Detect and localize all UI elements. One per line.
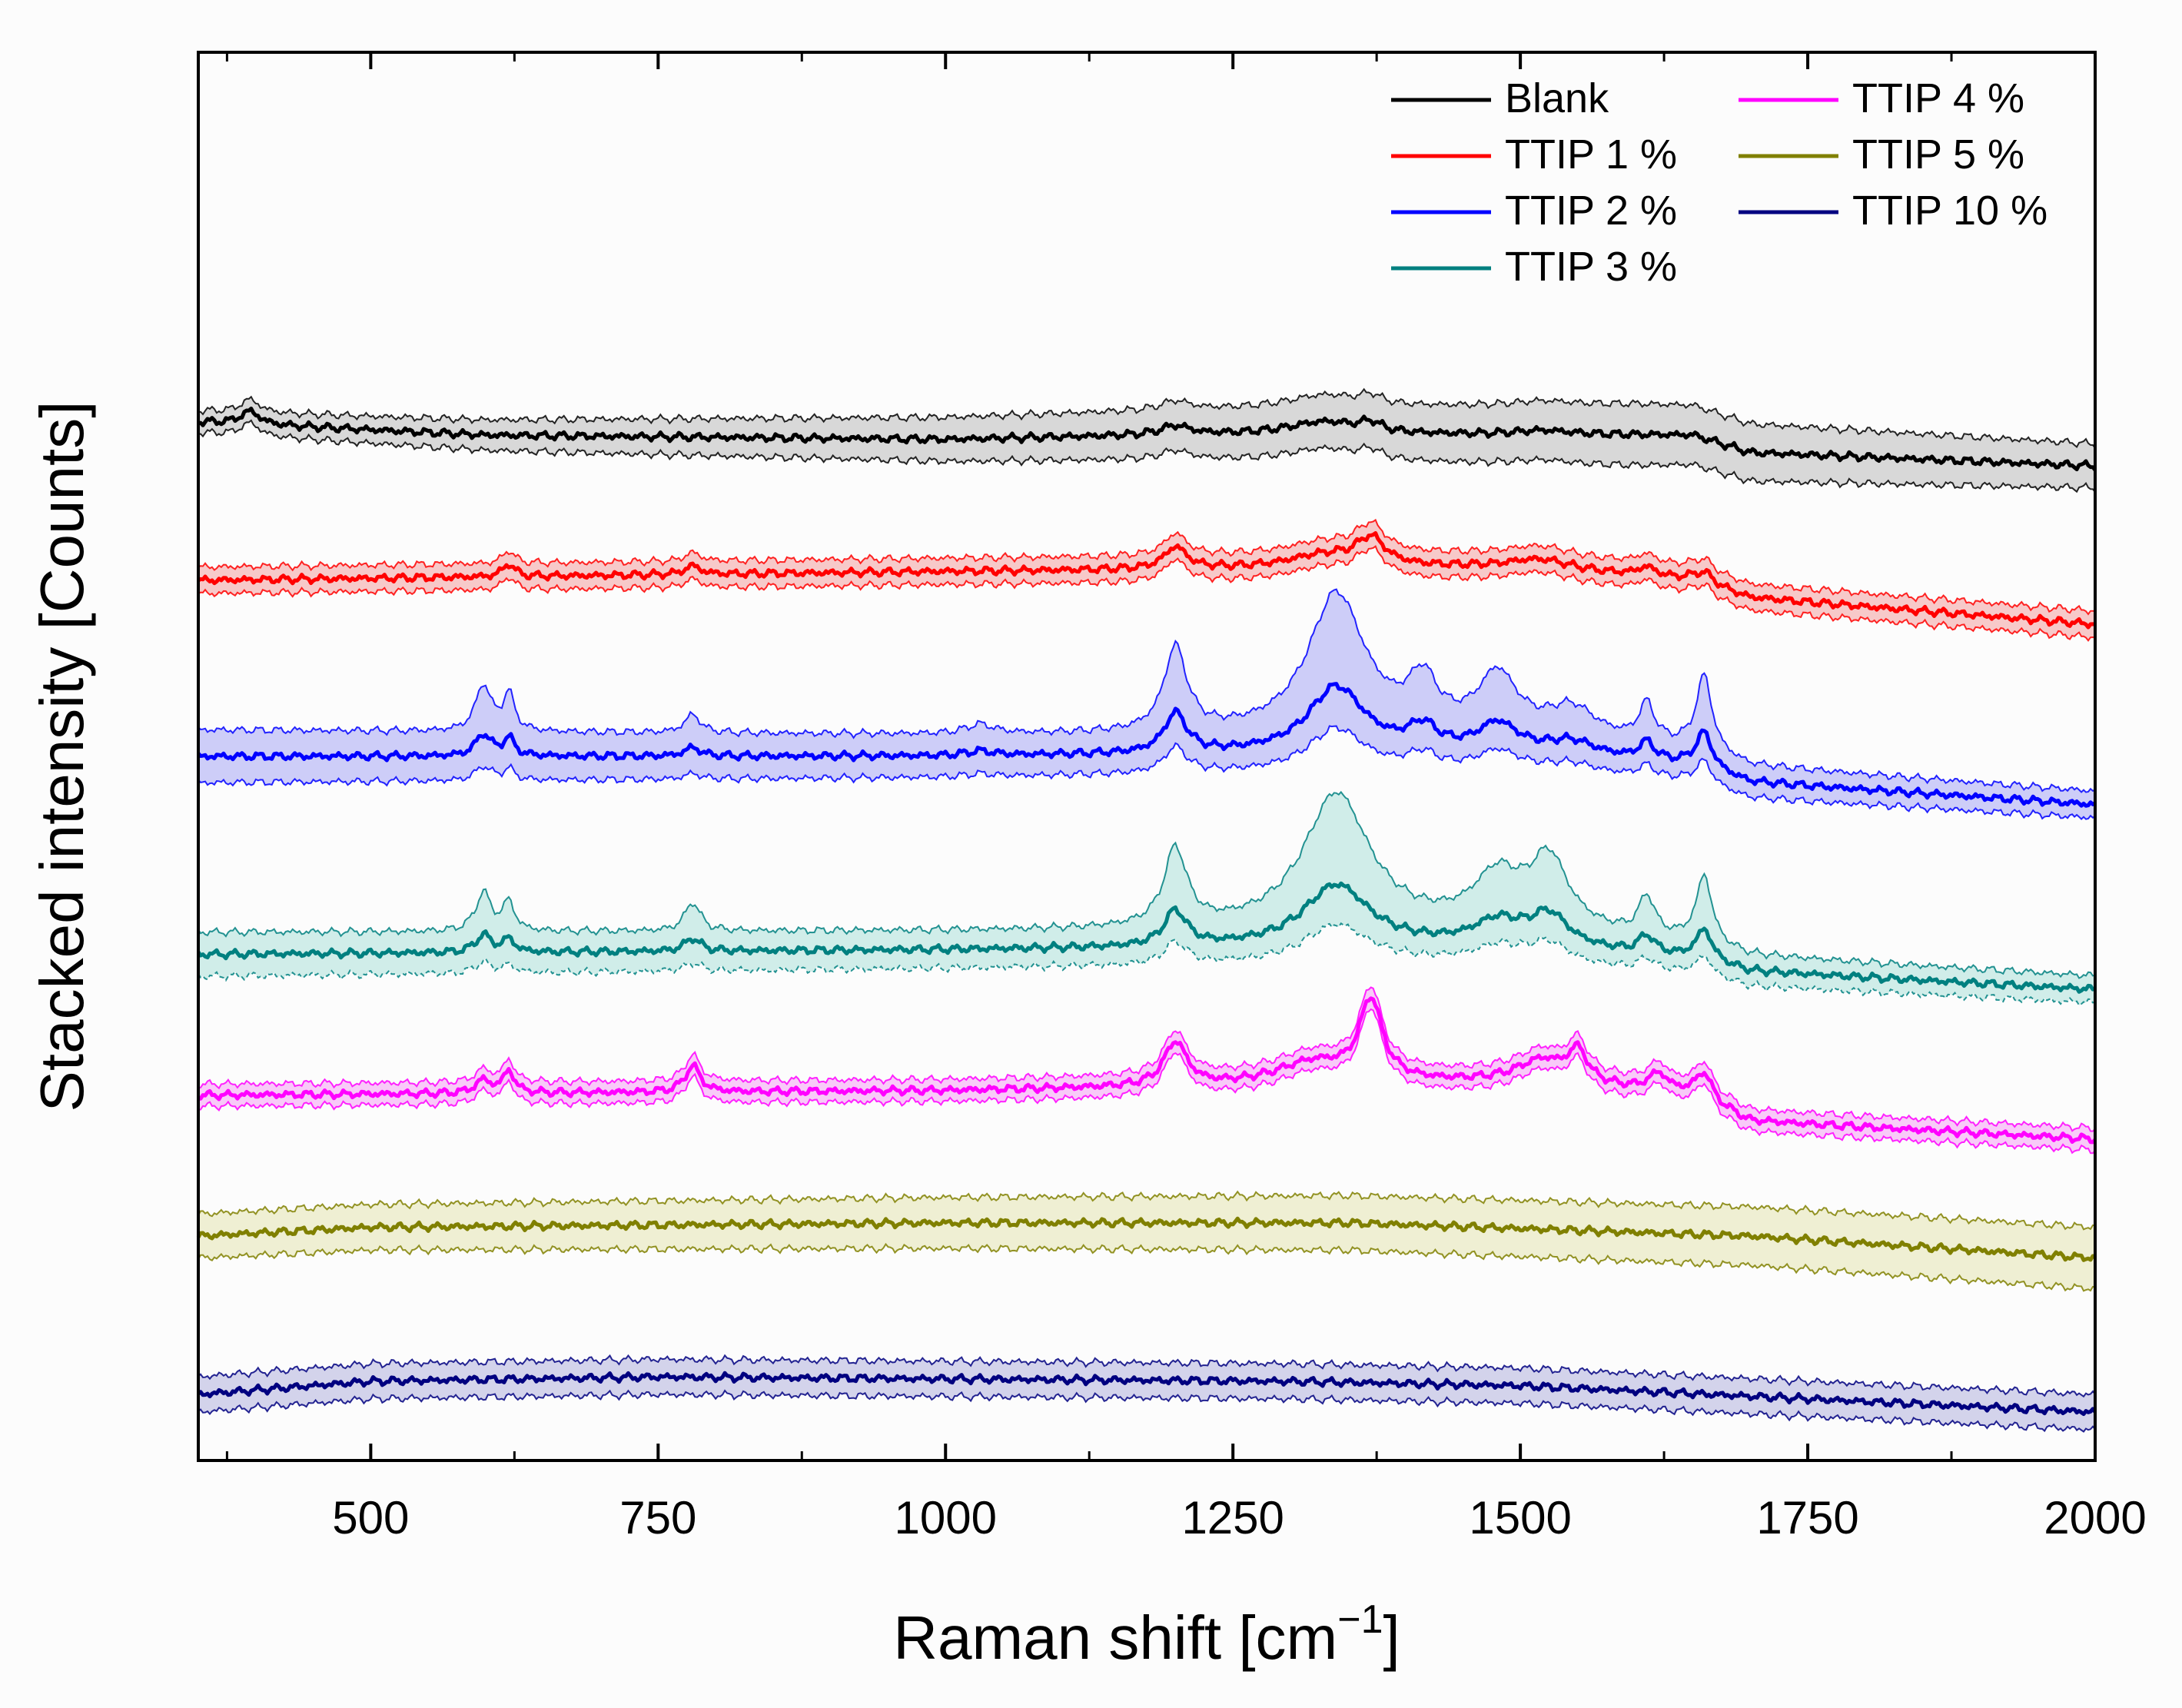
x-tick-label: 2000 [2044,1492,2146,1544]
legend-label-ttip-3: TTIP 3 % [1505,244,1677,290]
x-axis-title-superscript: −1 [1337,1597,1383,1642]
x-axis-tick-labels: 500 750 1000 1250 1500 1750 2000 [332,1492,2146,1544]
confidence-bands [198,387,2096,1433]
series-line-ttip-5 [196,1216,2096,1262]
y-axis-title: Stacked intensity [Counts] [28,401,96,1112]
band-lower-edge-ttip-1 [198,545,2096,642]
band-upper-edge-ttip-10 [198,1354,2096,1398]
band-lower-edge-blank [198,419,2096,493]
x-axis-ticks [225,52,2097,1460]
x-axis-title-main: Raman shift [cm [893,1603,1337,1672]
legend-label-ttip-1: TTIP 1 % [1505,131,1677,178]
series-lines [196,407,2097,1417]
band-lower-edge-ttip-2 [198,725,2096,820]
legend: Blank TTIP 1 % TTIP 2 % TTIP 3 % TTIP 4 % TTI… [1391,75,2047,290]
x-axis-title: Raman shift [cm−1] [893,1597,1400,1672]
band-upper-edge-ttip-5 [198,1190,2096,1231]
band-ttip-5 [198,1191,2095,1291]
x-tick-label: 1500 [1469,1492,1571,1544]
band-lower-edge-ttip-4 [198,1008,2096,1155]
x-tick-label: 500 [332,1492,409,1544]
legend-label-blank: Blank [1505,75,1609,121]
legend-label-ttip-5: TTIP 5 % [1852,131,2024,178]
band-upper-edge-ttip-2 [198,588,2096,793]
band-ttip-4 [198,987,2095,1154]
legend-label-ttip-10: TTIP 10 % [1852,188,2047,234]
band-upper-edge-ttip-1 [198,518,2096,616]
band-lower-edge-ttip-3 [198,922,2096,1007]
band-lower-edge-ttip-5 [198,1242,2096,1292]
series-line-ttip-1 [197,531,2096,630]
x-tick-label: 1000 [895,1492,997,1544]
band-upper-edge-ttip-3 [198,790,2096,979]
x-tick-label: 1750 [1756,1492,1858,1544]
band-ttip-10 [198,1355,2095,1432]
band-upper-edge-blank [198,387,2096,449]
band-upper-edge-ttip-4 [198,986,2096,1132]
x-tick-label: 1250 [1181,1492,1284,1544]
legend-label-ttip-2: TTIP 2 % [1505,188,1677,234]
x-axis-title-suffix: ] [1383,1603,1400,1672]
legend-label-ttip-4: TTIP 4 % [1852,75,2024,121]
band-ttip-2 [198,589,2095,819]
series-line-ttip-10 [197,1371,2097,1417]
x-tick-label: 750 [619,1492,696,1544]
series-line-blank [198,407,2097,472]
series-line-ttip-4 [198,996,2097,1145]
band-lower-edge-ttip-10 [198,1389,2096,1433]
band-blank [198,389,2095,493]
series-line-ttip-3 [196,881,2096,994]
plot-frame [197,51,2097,1462]
series-line-ttip-2 [197,682,2097,808]
